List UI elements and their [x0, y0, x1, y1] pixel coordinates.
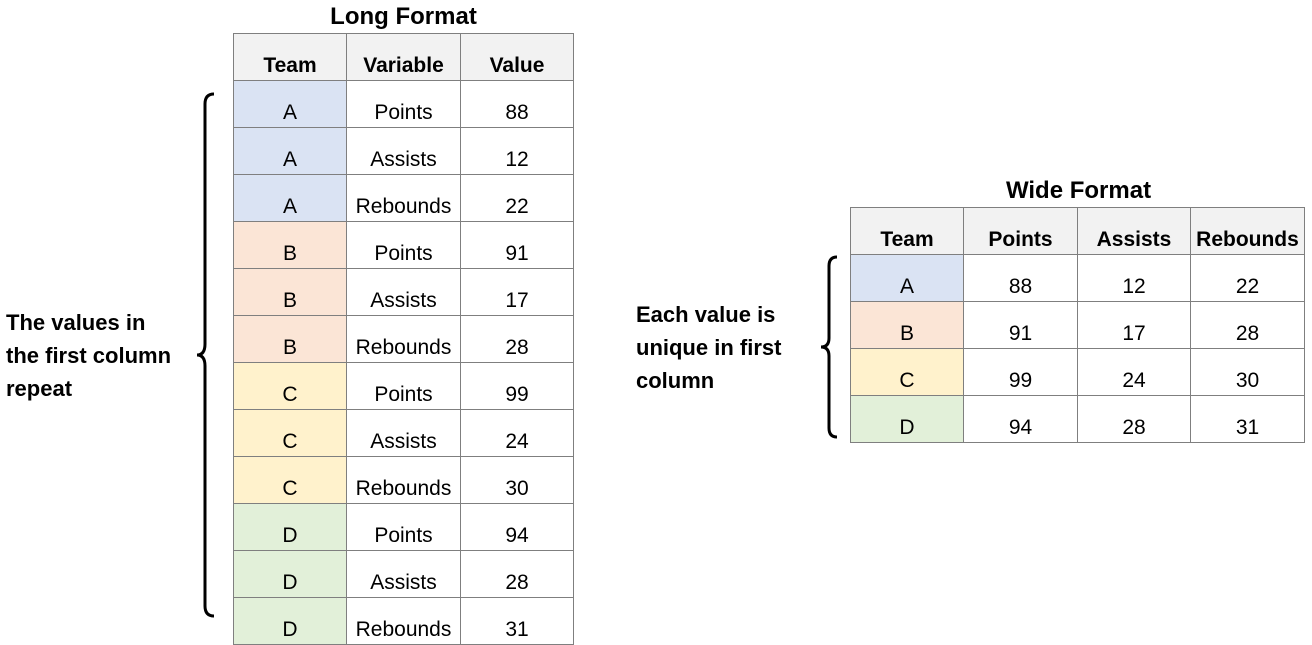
table-cell: Rebounds — [346, 456, 461, 504]
table-cell: 24 — [1077, 348, 1191, 396]
team-cell: A — [233, 127, 347, 175]
table-cell: 91 — [460, 221, 574, 269]
team-cell: C — [233, 456, 347, 504]
team-cell: B — [233, 221, 347, 269]
table-cell: Points — [346, 362, 461, 410]
table-cell: Assists — [346, 268, 461, 316]
team-cell: C — [233, 409, 347, 457]
table-cell: 31 — [460, 597, 574, 645]
table-row: C 99 24 30 — [850, 348, 1305, 396]
caption-line: unique in first — [636, 335, 782, 360]
table-row: A 88 12 22 — [850, 254, 1305, 302]
table-cell: Rebounds — [346, 174, 461, 222]
wide-format-caption: Each value is unique in first column — [636, 298, 781, 397]
table-cell: 12 — [460, 127, 574, 175]
table-cell: Assists — [346, 409, 461, 457]
table-cell: 94 — [460, 503, 574, 551]
table-cell: 22 — [1190, 254, 1305, 302]
long-format-caption: The values in the first column repeat — [6, 306, 171, 405]
team-cell: D — [850, 395, 964, 443]
header-variable: Variable — [346, 33, 461, 81]
table-row: C Assists 24 — [233, 409, 574, 457]
table-cell: 99 — [963, 348, 1078, 396]
table-row: A Assists 12 — [233, 127, 574, 175]
table-cell: 12 — [1077, 254, 1191, 302]
table-cell: 30 — [1190, 348, 1305, 396]
table-row: D 94 28 31 — [850, 395, 1305, 443]
team-cell: A — [850, 254, 964, 302]
table-row: B Rebounds 28 — [233, 315, 574, 363]
table-row: D Assists 28 — [233, 550, 574, 598]
table-row: A Points 88 — [233, 80, 574, 128]
team-cell: B — [233, 268, 347, 316]
header-rebounds: Rebounds — [1190, 207, 1305, 255]
table-cell: 24 — [460, 409, 574, 457]
table-row: B Assists 17 — [233, 268, 574, 316]
table-cell: Assists — [346, 127, 461, 175]
table-row: C Points 99 — [233, 362, 574, 410]
table-cell: Points — [346, 80, 461, 128]
table-cell: 94 — [963, 395, 1078, 443]
right-curly-brace — [820, 255, 838, 439]
wide-format-table: Team Points Assists Rebounds A 88 12 22 B 91 1… — [850, 207, 1305, 443]
table-cell: 28 — [460, 315, 574, 363]
table-cell: 22 — [460, 174, 574, 222]
table-cell: 28 — [1190, 301, 1305, 349]
caption-line: repeat — [6, 376, 73, 401]
header-assists: Assists — [1077, 207, 1191, 255]
table-cell: 88 — [460, 80, 574, 128]
table-header-row: Team Points Assists Rebounds — [850, 207, 1305, 255]
team-cell: C — [233, 362, 347, 410]
table-cell: 17 — [460, 268, 574, 316]
table-cell: Rebounds — [346, 315, 461, 363]
team-cell: B — [233, 315, 347, 363]
team-cell: B — [850, 301, 964, 349]
table-cell: 28 — [460, 550, 574, 598]
table-row: B Points 91 — [233, 221, 574, 269]
caption-line: the first column — [6, 343, 172, 368]
team-cell: A — [233, 80, 347, 128]
left-curly-brace — [196, 92, 215, 618]
table-row: C Rebounds 30 — [233, 456, 574, 504]
table-cell: Rebounds — [346, 597, 461, 645]
long-format-table: Team Variable Value A Points 88 A Assists 12 A… — [233, 33, 574, 645]
table-row: D Points 94 — [233, 503, 574, 551]
long-format-title: Long Format — [330, 3, 477, 30]
wide-format-title: Wide Format — [1005, 177, 1152, 204]
team-cell: D — [233, 503, 347, 551]
table-cell: 99 — [460, 362, 574, 410]
team-cell: A — [233, 174, 347, 222]
table-row: B 91 17 28 — [850, 301, 1305, 349]
table-cell: 88 — [963, 254, 1078, 302]
caption-line: The values in — [6, 310, 146, 335]
header-value: Value — [460, 33, 574, 81]
table-cell: Points — [346, 503, 461, 551]
table-cell: 17 — [1077, 301, 1191, 349]
table-row: D Rebounds 31 — [233, 597, 574, 645]
table-cell: 91 — [963, 301, 1078, 349]
table-cell: 31 — [1190, 395, 1305, 443]
table-cell: Points — [346, 221, 461, 269]
team-cell: D — [233, 597, 347, 645]
table-header-row: Team Variable Value — [233, 33, 574, 81]
table-cell: Assists — [346, 550, 461, 598]
table-cell: 30 — [460, 456, 574, 504]
table-cell: 28 — [1077, 395, 1191, 443]
table-row: A Rebounds 22 — [233, 174, 574, 222]
team-cell: C — [850, 348, 964, 396]
header-team: Team — [850, 207, 964, 255]
caption-line: Each value is — [636, 302, 776, 327]
caption-line: column — [636, 368, 715, 393]
team-cell: D — [233, 550, 347, 598]
header-team: Team — [233, 33, 347, 81]
header-points: Points — [963, 207, 1078, 255]
